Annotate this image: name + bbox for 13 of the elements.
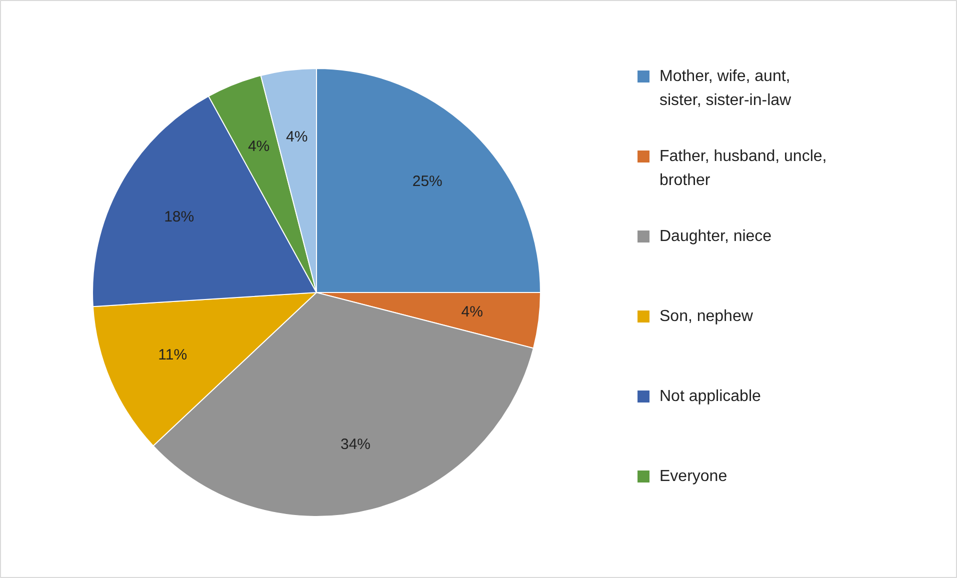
legend-label: Mother, wife, aunt, sister, sister-in-law bbox=[660, 68, 792, 109]
data-label: 34% bbox=[340, 436, 371, 453]
legend-label: Son, nephew bbox=[660, 308, 754, 325]
legend-label: Not applicable bbox=[660, 388, 761, 405]
legend-label: Daughter, niece bbox=[660, 228, 772, 245]
data-label: 11% bbox=[158, 346, 188, 364]
data-label: 4% bbox=[248, 138, 270, 156]
legend-label: Father, husband, uncle, brother bbox=[660, 148, 827, 189]
data-label: 4% bbox=[286, 128, 308, 146]
legend-label: Everyone bbox=[660, 468, 728, 485]
data-label: 4% bbox=[461, 304, 483, 321]
data-label: 18% bbox=[164, 208, 194, 226]
data-label: 25% bbox=[412, 173, 442, 190]
